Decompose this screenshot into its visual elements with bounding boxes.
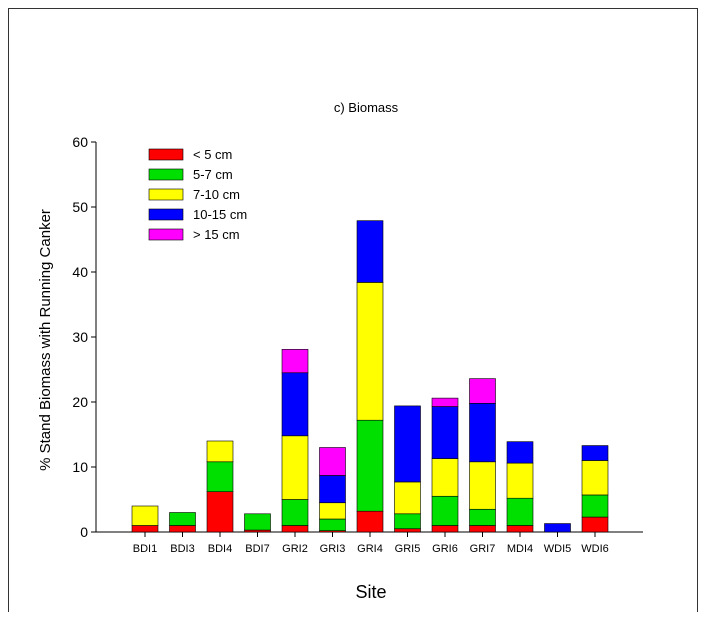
bar-segment xyxy=(506,462,534,499)
bar-segment xyxy=(319,447,346,476)
bar-segment xyxy=(356,220,384,283)
bar-segment xyxy=(581,494,609,518)
y-tick-label: 50 xyxy=(72,199,88,215)
bar-segment xyxy=(469,461,496,510)
bar-segment xyxy=(506,497,534,526)
bar-segment xyxy=(356,419,384,512)
y-tick-label: 0 xyxy=(80,524,88,540)
legend-swatch xyxy=(148,208,184,221)
bar-segment xyxy=(394,405,421,483)
bar-segment xyxy=(319,475,346,504)
bar-segment xyxy=(131,505,159,526)
bar-segment xyxy=(506,441,534,464)
x-tick-label: WDI5 xyxy=(544,543,572,555)
bar-segment xyxy=(281,499,309,526)
bar-segment xyxy=(206,440,234,463)
x-tick-label: GRI6 xyxy=(432,543,458,555)
x-axis-label: Site xyxy=(355,582,386,602)
bar-segment xyxy=(169,525,196,533)
x-tick-label: BDI3 xyxy=(170,543,194,555)
legend-label: < 5 cm xyxy=(193,147,232,162)
bar-segment xyxy=(469,378,496,404)
bar-segment xyxy=(431,406,459,459)
bar-segment xyxy=(581,445,609,461)
x-tick-label: GRI5 xyxy=(395,543,421,555)
bar-segment xyxy=(581,460,609,496)
bar-segment xyxy=(319,502,346,520)
bar-segment xyxy=(394,528,421,533)
bar-segment xyxy=(206,491,234,533)
bar-segment xyxy=(581,516,609,533)
y-tick-label: 30 xyxy=(72,329,88,345)
legend-swatch xyxy=(148,188,184,201)
plot-area: 0 10 20 30 40 50 60 BDI1 BDI3 BDI4 BDI7 GRI2 GRI3 GRI… xyxy=(72,134,643,555)
legend-label: 5-7 cm xyxy=(193,167,233,182)
legend-label: 7-10 cm xyxy=(193,187,240,202)
bar-segment xyxy=(206,461,234,492)
bar-segment xyxy=(394,481,421,515)
bar-segment xyxy=(431,458,459,497)
x-tick-label: WDI6 xyxy=(581,543,609,555)
x-tick-label: MDI4 xyxy=(507,543,533,555)
bar-segment xyxy=(319,518,346,531)
x-tick-label: BDI7 xyxy=(245,543,269,555)
y-tick-label: 10 xyxy=(72,459,88,475)
bar-segment xyxy=(394,513,421,530)
bar-segment xyxy=(356,510,384,533)
x-tick-label: GRI2 xyxy=(282,543,308,555)
bar-segment xyxy=(169,512,196,526)
bar-segment xyxy=(469,508,496,526)
bar-segment xyxy=(281,435,309,500)
legend-swatch xyxy=(148,148,184,161)
bar-segment xyxy=(356,282,384,421)
x-tick-label: BDI4 xyxy=(208,543,232,555)
y-tick-label: 60 xyxy=(72,134,88,150)
y-tick-label: 40 xyxy=(72,264,88,280)
bar-segment xyxy=(431,495,459,526)
bar-segment xyxy=(131,525,159,533)
legend: < 5 cm 5-7 cm 7-10 cm 10-15 cm > 15 cm xyxy=(148,147,247,242)
bar-segment xyxy=(244,513,271,531)
bar-segment xyxy=(469,525,496,533)
bar-segment xyxy=(431,397,459,407)
bar-segment xyxy=(281,525,309,533)
y-tick-label: 20 xyxy=(72,394,88,410)
bar-segment xyxy=(431,525,459,533)
bar-segment xyxy=(281,349,309,374)
bar-segment xyxy=(281,372,309,437)
legend-label: 10-15 cm xyxy=(193,207,247,222)
x-tick-label: BDI1 xyxy=(133,543,157,555)
bar-segment xyxy=(469,402,496,463)
chart-title: c) Biomass xyxy=(334,100,399,115)
x-tick-label: GRI7 xyxy=(470,543,496,555)
legend-swatch xyxy=(148,228,184,241)
legend-label: > 15 cm xyxy=(193,227,240,242)
x-tick-label: GRI3 xyxy=(320,543,346,555)
x-tick-label: GRI4 xyxy=(357,543,383,555)
bar-segment xyxy=(544,523,571,533)
legend-swatch xyxy=(148,168,184,181)
y-axis-label: % Stand Biomass with Running Canker xyxy=(37,209,54,471)
bar-segment xyxy=(506,525,534,533)
